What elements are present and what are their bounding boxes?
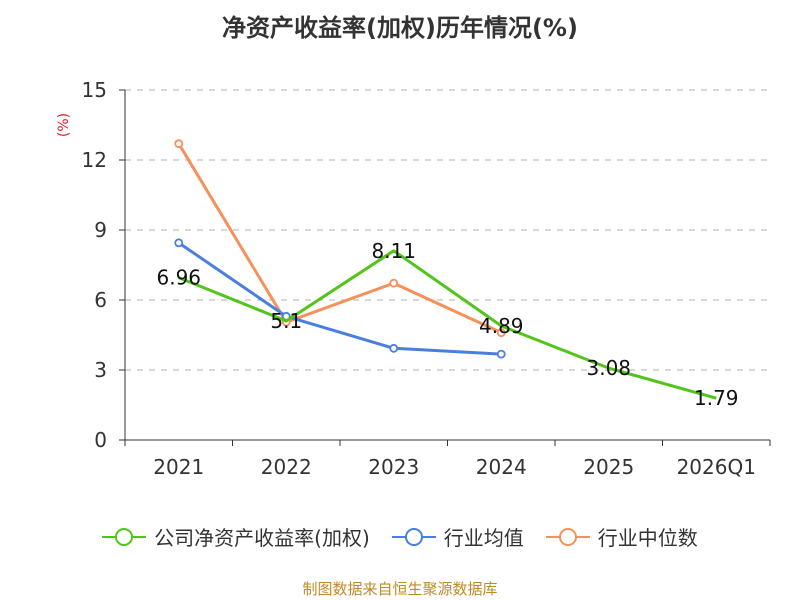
- x-tick-label-2023: 2023: [368, 455, 419, 479]
- legend-label-industry-mean: 行业均值: [443, 526, 524, 550]
- source-note: 制图数据来自恒生聚源数据库: [302, 580, 498, 598]
- data-label-2023: 8.11: [371, 239, 416, 263]
- series-1-point-2024: [496, 349, 506, 359]
- legend-label-company-roe: 公司净资产收益率(加权): [154, 526, 370, 550]
- y-tick-label-3: 3: [94, 358, 107, 382]
- series-line-0: [178, 249, 717, 400]
- y-axis-label: (%): [56, 113, 72, 137]
- x-tick-label-2022: 2022: [261, 455, 312, 479]
- series-1-point-2023: [389, 343, 399, 353]
- legend-item-industry-mean[interactable]: 行业均值: [391, 522, 524, 551]
- series-line-2: [177, 142, 502, 335]
- legend-item-industry-median[interactable]: 行业中位数: [545, 522, 698, 551]
- data-label-2022: 5.1: [270, 309, 302, 333]
- legend-label-industry-median: 行业中位数: [597, 526, 698, 550]
- data-label-2024: 4.89: [479, 314, 524, 338]
- series-2-point-2023: [389, 278, 399, 288]
- data-label-2025: 3.08: [586, 356, 631, 380]
- y-tick-label-12: 12: [82, 148, 107, 172]
- data-label-2026Q1: 1.79: [694, 386, 739, 410]
- data-labels: 6.96 5.1 8.11 4.89 3.08 1.79: [156, 239, 738, 410]
- legend: 公司净资产收益率(加权) 行业均值 行业中位数: [0, 522, 800, 551]
- chart-title: 净资产收益率(加权)历年情况(%): [222, 14, 578, 42]
- series-line-1: [177, 241, 502, 356]
- series-2-point-2021: [174, 139, 184, 149]
- series-2-point-2024: [496, 328, 506, 338]
- y-tick-label-0: 0: [94, 428, 107, 452]
- x-tick-label-2025: 2025: [583, 455, 634, 479]
- legend-item-company-roe[interactable]: 公司净资产收益率(加权): [102, 522, 370, 551]
- y-tick-label-9: 9: [94, 218, 107, 242]
- grid-lines: [125, 89, 770, 371]
- y-tick-label-6: 6: [94, 288, 107, 312]
- axes: 0 3 6 9 12 15 2021 2022 2023 2024 2025 2026Q1: [82, 78, 771, 479]
- x-tick-label-2024: 2024: [476, 455, 527, 479]
- data-label-2021: 6.96: [156, 266, 201, 290]
- x-tick-label-2021: 2021: [153, 455, 204, 479]
- legend-marker-industry-mean: [391, 527, 436, 546]
- legend-marker-industry-median: [545, 527, 590, 546]
- series-1-point-2021: [174, 238, 184, 248]
- x-tick-label-2026Q1: 2026Q1: [677, 455, 756, 479]
- y-tick-label-15: 15: [82, 78, 107, 102]
- legend-marker-company-roe: [102, 527, 147, 546]
- series-lines: [174, 139, 717, 400]
